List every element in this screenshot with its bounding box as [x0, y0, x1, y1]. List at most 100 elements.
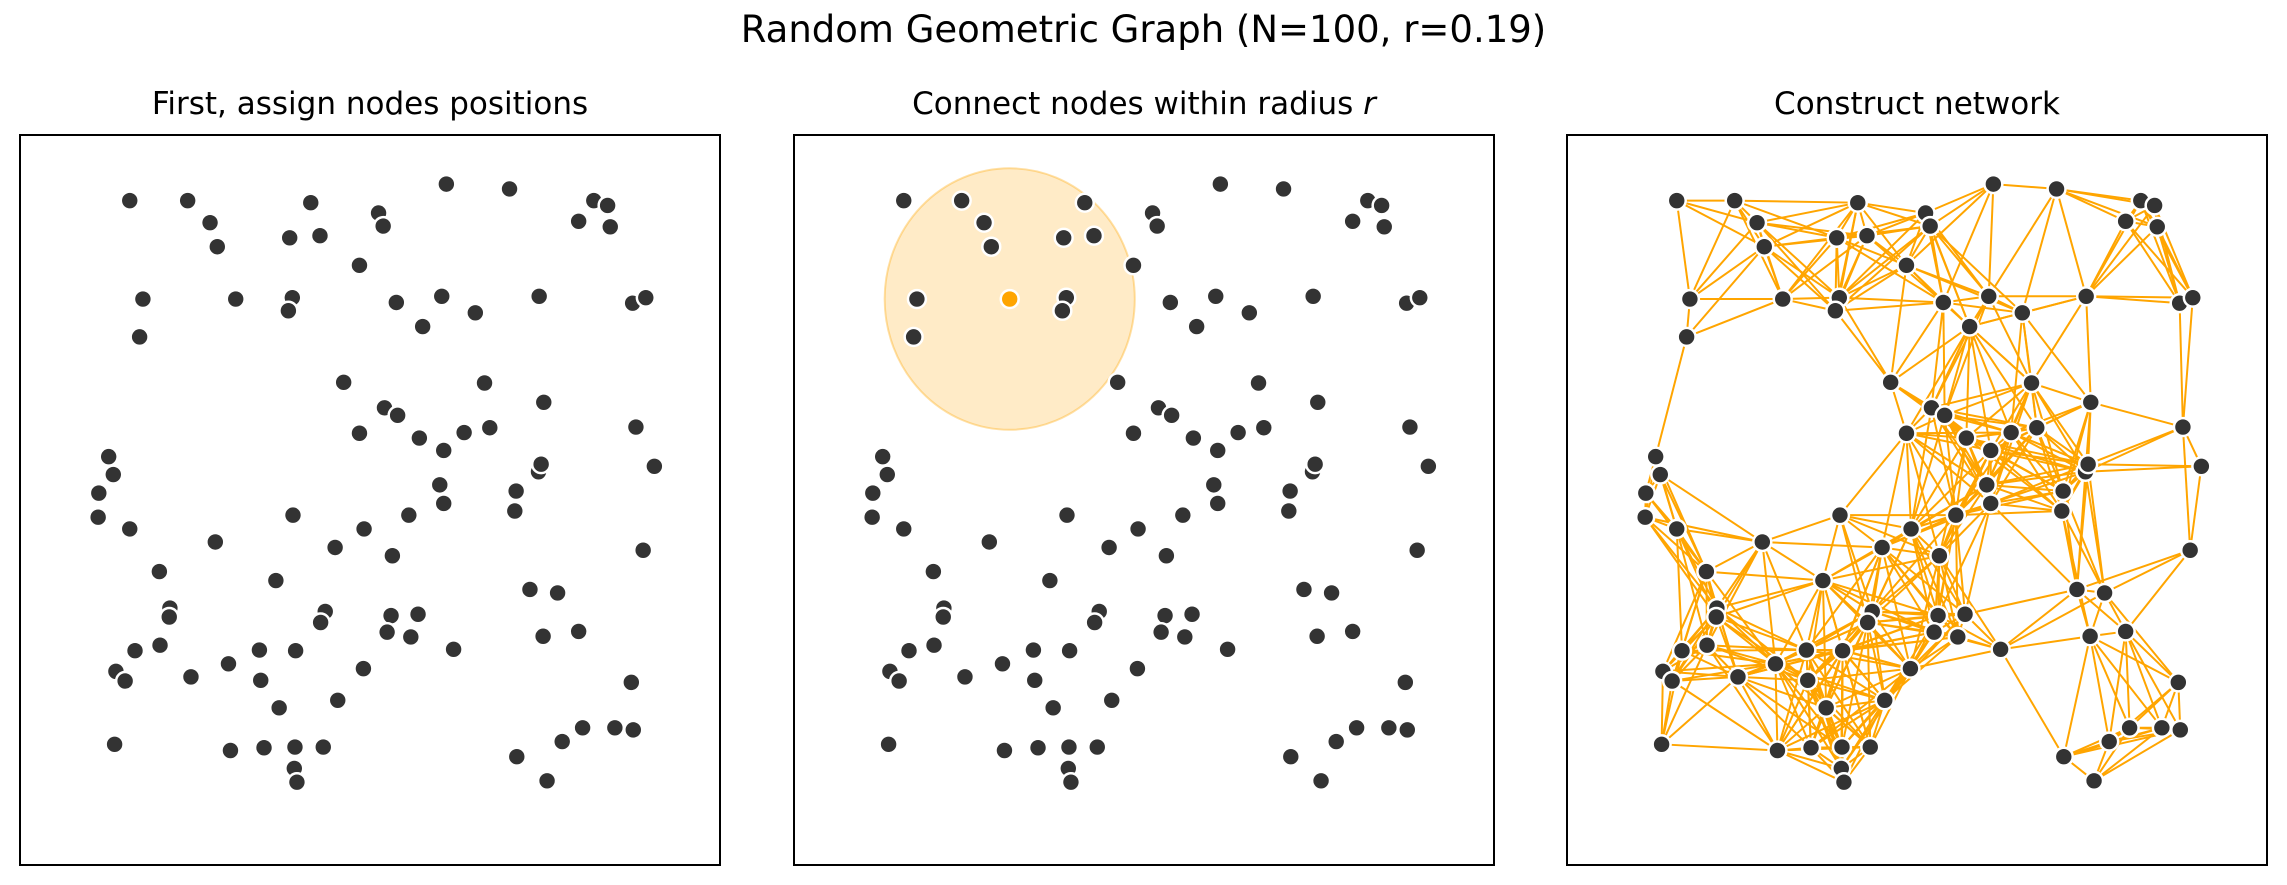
edge — [1661, 743, 1778, 752]
node — [327, 690, 348, 711]
edge — [1889, 265, 1908, 383]
node — [453, 422, 475, 443]
node — [552, 731, 573, 752]
node — [1181, 604, 1203, 625]
node — [177, 190, 198, 211]
node — [519, 579, 541, 600]
node — [2144, 195, 2165, 216]
node — [1800, 737, 1822, 758]
edge — [2108, 631, 2127, 742]
edge — [1968, 326, 2038, 429]
edge — [1944, 414, 2012, 434]
node — [2179, 540, 2201, 561]
node — [1172, 504, 1194, 526]
edge — [1781, 237, 1838, 300]
node — [2075, 286, 2097, 307]
edge — [1761, 541, 1808, 651]
edge — [2062, 636, 2092, 757]
node — [310, 612, 331, 633]
edge — [1841, 650, 1886, 701]
node — [1248, 372, 1269, 394]
node — [1306, 626, 1328, 647]
node — [2052, 480, 2074, 502]
edge — [1689, 200, 1736, 300]
edge — [2090, 401, 2184, 429]
edge — [2089, 636, 2111, 742]
edge — [2124, 631, 2163, 729]
edge — [1737, 676, 1843, 748]
edge — [1938, 502, 1992, 557]
node — [1767, 740, 1788, 761]
edge — [1681, 649, 1776, 665]
node — [2021, 372, 2042, 394]
node — [1101, 690, 1122, 711]
edge — [2060, 510, 2106, 594]
edge — [1716, 607, 1807, 651]
node — [888, 670, 910, 692]
node — [180, 666, 202, 688]
node — [349, 423, 370, 444]
edge — [2076, 549, 2191, 591]
edge — [1905, 432, 1957, 516]
node — [1253, 417, 1274, 438]
node — [1832, 640, 1853, 661]
edge — [1889, 301, 1945, 383]
edge — [1890, 325, 1971, 384]
node — [979, 531, 1000, 553]
node — [2077, 454, 2099, 475]
edge — [2085, 226, 2158, 297]
edge — [1777, 749, 1845, 784]
edge — [1905, 432, 1988, 486]
edge — [1805, 546, 1883, 651]
node — [253, 737, 275, 758]
node — [878, 734, 899, 755]
edge — [2085, 220, 2127, 297]
edge — [1662, 662, 1776, 673]
node — [1752, 531, 1773, 553]
edge — [1943, 326, 1971, 416]
node — [268, 697, 290, 719]
node — [1900, 518, 1922, 540]
edge — [1810, 699, 1886, 749]
edge — [2063, 726, 2131, 758]
node — [433, 493, 454, 514]
node — [1150, 621, 1172, 643]
node — [1207, 493, 1228, 514]
node — [1772, 288, 1793, 310]
node — [604, 717, 626, 738]
edge — [1822, 579, 1939, 617]
edge — [1776, 650, 1844, 752]
edge — [1689, 221, 1758, 300]
node — [600, 216, 621, 237]
panel-1-title: First, assign nodes positions — [151, 86, 589, 122]
node — [1183, 427, 1204, 449]
edge — [1782, 234, 1868, 300]
edge — [1989, 427, 2038, 504]
node — [1651, 734, 1672, 755]
edge — [1807, 679, 1871, 748]
edge — [1968, 326, 2013, 433]
node — [1645, 446, 1666, 467]
edge — [1761, 541, 1824, 582]
node — [1074, 192, 1095, 213]
edge — [1715, 616, 1807, 651]
node — [572, 717, 593, 738]
edge — [2030, 295, 2088, 384]
edge — [1822, 554, 1940, 582]
node — [1293, 579, 1315, 600]
edge — [1660, 676, 1739, 746]
node — [1945, 504, 1967, 526]
edge — [1857, 201, 1926, 214]
edge — [2060, 510, 2092, 637]
edge — [2178, 303, 2184, 428]
edge — [1841, 667, 1912, 748]
edge — [1955, 432, 2012, 516]
edge — [1944, 414, 2037, 429]
edge — [2085, 465, 2202, 473]
node — [1156, 545, 1177, 566]
edge — [1675, 200, 1691, 300]
edge — [1838, 297, 1892, 383]
edge — [2103, 592, 2180, 684]
edge — [1686, 298, 1784, 338]
edge — [2181, 426, 2192, 551]
